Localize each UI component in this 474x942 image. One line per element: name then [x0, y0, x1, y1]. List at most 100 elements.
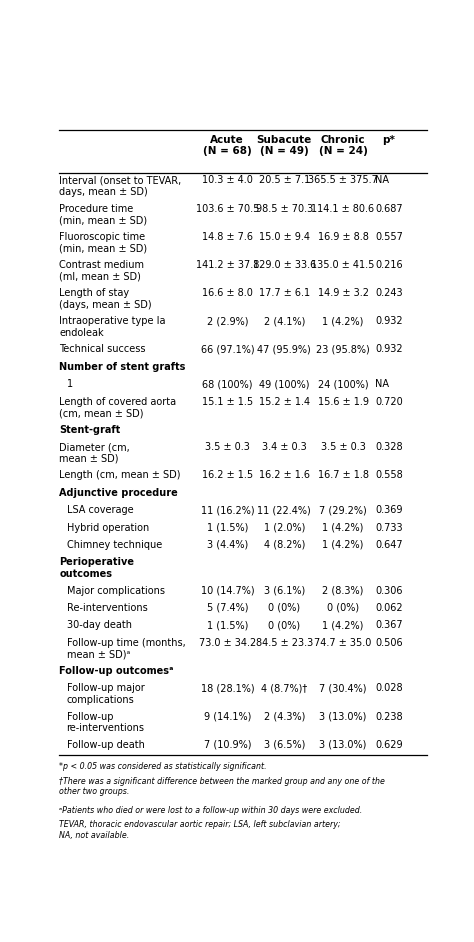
Text: NA: NA: [375, 175, 389, 186]
Text: Acute
(N = 68): Acute (N = 68): [203, 135, 252, 156]
Text: 365.5 ± 375.7: 365.5 ± 375.7: [308, 175, 378, 186]
Text: 14.8 ± 7.6: 14.8 ± 7.6: [202, 232, 253, 242]
Text: 30-day death: 30-day death: [66, 621, 132, 630]
Text: 15.6 ± 1.9: 15.6 ± 1.9: [318, 397, 368, 407]
Text: 3 (13.0%): 3 (13.0%): [319, 711, 367, 722]
Text: 3 (6.1%): 3 (6.1%): [264, 586, 305, 595]
Text: 0.243: 0.243: [375, 288, 403, 298]
Text: 0.369: 0.369: [375, 505, 403, 515]
Text: 0.557: 0.557: [375, 232, 403, 242]
Text: 0.028: 0.028: [375, 684, 403, 693]
Text: Chimney technique: Chimney technique: [66, 540, 162, 550]
Text: Follow-up
re-interventions: Follow-up re-interventions: [66, 711, 145, 733]
Text: 1 (4.2%): 1 (4.2%): [322, 621, 364, 630]
Text: 20.5 ± 7.1: 20.5 ± 7.1: [259, 175, 310, 186]
Text: †There was a significant difference between the marked group and any one of the
: †There was a significant difference betw…: [59, 777, 385, 796]
Text: 3.4 ± 0.3: 3.4 ± 0.3: [262, 442, 307, 452]
Text: 17.7 ± 6.1: 17.7 ± 6.1: [259, 288, 310, 298]
Text: 66 (97.1%): 66 (97.1%): [201, 344, 254, 354]
Text: 11 (16.2%): 11 (16.2%): [201, 505, 254, 515]
Text: p*: p*: [383, 135, 395, 145]
Text: 1 (2.0%): 1 (2.0%): [264, 523, 305, 532]
Text: 141.2 ± 37.8: 141.2 ± 37.8: [196, 260, 259, 269]
Text: 0 (0%): 0 (0%): [268, 621, 301, 630]
Text: 0.216: 0.216: [375, 260, 403, 269]
Text: 16.2 ± 1.5: 16.2 ± 1.5: [202, 470, 253, 480]
Text: 0.238: 0.238: [375, 711, 403, 722]
Text: 103.6 ± 70.5: 103.6 ± 70.5: [196, 203, 259, 214]
Text: Follow-up death: Follow-up death: [66, 739, 145, 750]
Text: 0 (0%): 0 (0%): [268, 603, 301, 613]
Text: 73.0 ± 34.2: 73.0 ± 34.2: [199, 638, 256, 648]
Text: Re-interventions: Re-interventions: [66, 603, 147, 613]
Text: 24 (100%): 24 (100%): [318, 379, 368, 389]
Text: 5 (7.4%): 5 (7.4%): [207, 603, 248, 613]
Text: Perioperative
outcomes: Perioperative outcomes: [59, 558, 134, 579]
Text: 0.932: 0.932: [375, 344, 403, 354]
Text: Length (cm, mean ± SD): Length (cm, mean ± SD): [59, 470, 181, 480]
Text: 1 (1.5%): 1 (1.5%): [207, 523, 248, 532]
Text: 15.0 ± 9.4: 15.0 ± 9.4: [259, 232, 310, 242]
Text: Follow-up outcomesᵃ: Follow-up outcomesᵃ: [59, 666, 173, 676]
Text: 15.1 ± 1.5: 15.1 ± 1.5: [202, 397, 253, 407]
Text: 16.6 ± 8.0: 16.6 ± 8.0: [202, 288, 253, 298]
Text: 9 (14.1%): 9 (14.1%): [204, 711, 251, 722]
Text: 2 (4.1%): 2 (4.1%): [264, 317, 305, 326]
Text: 0.328: 0.328: [375, 442, 403, 452]
Text: 1 (4.2%): 1 (4.2%): [322, 523, 364, 532]
Text: 0.062: 0.062: [375, 603, 403, 613]
Text: 98.5 ± 70.3: 98.5 ± 70.3: [255, 203, 313, 214]
Text: 10.3 ± 4.0: 10.3 ± 4.0: [202, 175, 253, 186]
Text: 47 (95.9%): 47 (95.9%): [257, 344, 311, 354]
Text: 2 (2.9%): 2 (2.9%): [207, 317, 248, 326]
Text: LSA coverage: LSA coverage: [66, 505, 133, 515]
Text: 3 (6.5%): 3 (6.5%): [264, 739, 305, 750]
Text: 1 (1.5%): 1 (1.5%): [207, 621, 248, 630]
Text: ᵃPatients who died or were lost to a follow-up within 30 days were excluded.: ᵃPatients who died or were lost to a fol…: [59, 805, 363, 815]
Text: 15.2 ± 1.4: 15.2 ± 1.4: [259, 397, 310, 407]
Text: 4 (8.7%)†: 4 (8.7%)†: [261, 684, 307, 693]
Text: 2 (4.3%): 2 (4.3%): [264, 711, 305, 722]
Text: 1: 1: [66, 379, 73, 389]
Text: 0.506: 0.506: [375, 638, 403, 648]
Text: 16.9 ± 8.8: 16.9 ± 8.8: [318, 232, 368, 242]
Text: Hybrid operation: Hybrid operation: [66, 523, 149, 532]
Text: Procedure time
(min, mean ± SD): Procedure time (min, mean ± SD): [59, 203, 147, 225]
Text: 2 (8.3%): 2 (8.3%): [322, 586, 364, 595]
Text: Length of covered aorta
(cm, mean ± SD): Length of covered aorta (cm, mean ± SD): [59, 397, 176, 418]
Text: 4 (8.2%): 4 (8.2%): [264, 540, 305, 550]
Text: 114.1 ± 80.6: 114.1 ± 80.6: [311, 203, 374, 214]
Text: 0 (0%): 0 (0%): [327, 603, 359, 613]
Text: 3.5 ± 0.3: 3.5 ± 0.3: [320, 442, 365, 452]
Text: Major complications: Major complications: [66, 586, 164, 595]
Text: Follow-up time (months,
mean ± SD)ᵃ: Follow-up time (months, mean ± SD)ᵃ: [66, 638, 185, 659]
Text: 74.7 ± 35.0: 74.7 ± 35.0: [314, 638, 372, 648]
Text: 0.558: 0.558: [375, 470, 403, 480]
Text: 0.367: 0.367: [375, 621, 403, 630]
Text: 0.687: 0.687: [375, 203, 403, 214]
Text: 84.5 ± 23.3: 84.5 ± 23.3: [255, 638, 313, 648]
Text: 18 (28.1%): 18 (28.1%): [201, 684, 254, 693]
Text: Adjunctive procedure: Adjunctive procedure: [59, 488, 178, 497]
Text: Follow-up major
complications: Follow-up major complications: [66, 684, 145, 705]
Text: Length of stay
(days, mean ± SD): Length of stay (days, mean ± SD): [59, 288, 152, 310]
Text: Intraoperative type Ia
endoleak: Intraoperative type Ia endoleak: [59, 317, 166, 337]
Text: 1 (4.2%): 1 (4.2%): [322, 540, 364, 550]
Text: 23 (95.8%): 23 (95.8%): [316, 344, 370, 354]
Text: 0.629: 0.629: [375, 739, 403, 750]
Text: 129.0 ± 33.6: 129.0 ± 33.6: [253, 260, 316, 269]
Text: TEVAR, thoracic endovascular aortic repair; LSA, left subclavian artery;
NA, not: TEVAR, thoracic endovascular aortic repa…: [59, 820, 341, 839]
Text: 1 (4.2%): 1 (4.2%): [322, 317, 364, 326]
Text: Interval (onset to TEVAR,
days, mean ± SD): Interval (onset to TEVAR, days, mean ± S…: [59, 175, 182, 197]
Text: 0.720: 0.720: [375, 397, 403, 407]
Text: 14.9 ± 3.2: 14.9 ± 3.2: [318, 288, 368, 298]
Text: 0.647: 0.647: [375, 540, 403, 550]
Text: 135.0 ± 41.5: 135.0 ± 41.5: [311, 260, 375, 269]
Text: 0.932: 0.932: [375, 317, 403, 326]
Text: 68 (100%): 68 (100%): [202, 379, 253, 389]
Text: 49 (100%): 49 (100%): [259, 379, 310, 389]
Text: Stent-graft: Stent-graft: [59, 425, 120, 434]
Text: NA: NA: [375, 379, 389, 389]
Text: 16.7 ± 1.8: 16.7 ± 1.8: [318, 470, 368, 480]
Text: 16.2 ± 1.6: 16.2 ± 1.6: [259, 470, 310, 480]
